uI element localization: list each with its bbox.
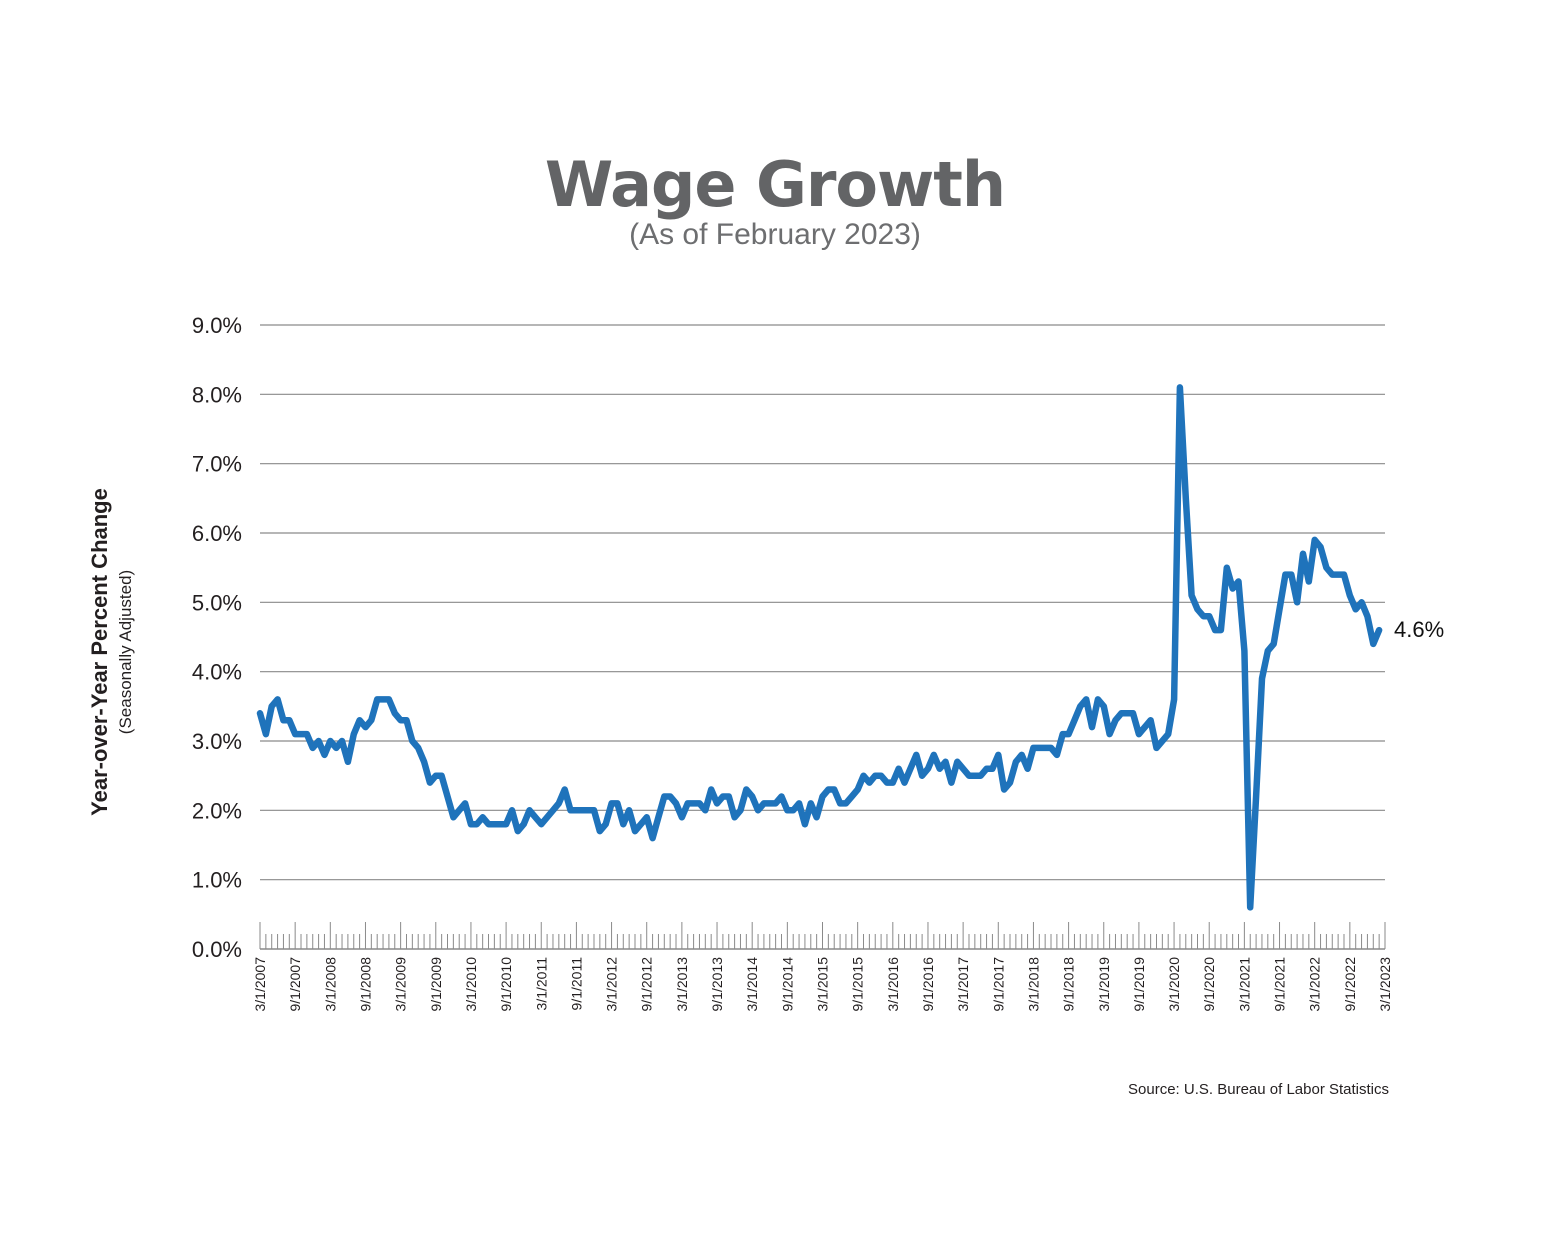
y-tick-label: 0.0% — [192, 937, 242, 962]
y-tick-label: 7.0% — [192, 452, 242, 477]
y-tick-label: 1.0% — [192, 868, 242, 893]
x-tick-label: 3/1/2009 — [393, 957, 409, 1012]
x-tick-label: 9/1/2010 — [498, 957, 514, 1012]
x-tick-label: 9/1/2013 — [709, 957, 725, 1012]
chart-title: Wage Growth — [544, 148, 1006, 221]
x-tick-label: 9/1/2021 — [1272, 957, 1288, 1012]
x-tick-label: 3/1/2022 — [1307, 957, 1323, 1012]
y-tick-label: 3.0% — [192, 729, 242, 754]
x-tick-label: 9/1/2020 — [1201, 957, 1217, 1012]
y-tick-label: 4.0% — [192, 660, 242, 685]
x-tick-label: 3/1/2012 — [604, 957, 620, 1012]
x-tick-label: 9/1/2009 — [428, 957, 444, 1012]
series-line — [256, 384, 1383, 911]
chart-subtitle: (As of February 2023) — [629, 218, 921, 251]
y-tick-label: 2.0% — [192, 798, 242, 823]
x-tick-label: 3/1/2020 — [1166, 957, 1182, 1012]
y-tick-label: 5.0% — [192, 590, 242, 615]
x-tick-label: 3/1/2017 — [955, 957, 971, 1012]
x-tick-label: 9/1/2017 — [990, 957, 1006, 1012]
x-tick-label: 9/1/2015 — [850, 957, 866, 1012]
y-tick-label: 9.0% — [192, 313, 242, 338]
source-note: Source: U.S. Bureau of Labor Statistics — [1128, 1081, 1389, 1098]
x-tick-label: 3/1/2023 — [1377, 957, 1393, 1012]
x-tick-label: 3/1/2007 — [252, 957, 268, 1012]
x-tick-label: 3/1/2008 — [322, 957, 338, 1012]
x-tick-label: 9/1/2007 — [287, 957, 303, 1012]
x-tick-label: 3/1/2014 — [744, 957, 760, 1012]
x-tick-label: 9/1/2014 — [779, 957, 795, 1012]
x-tick-label: 3/1/2016 — [885, 957, 901, 1012]
x-axis: 3/1/2007 9/1/2007 3/1/2008 9/1/2008 3/1/2009… — [252, 922, 1393, 1012]
x-tick-label: 3/1/2015 — [815, 957, 831, 1012]
x-tick-label: 9/1/2016 — [920, 957, 936, 1012]
last-value-label: 4.6% — [1394, 617, 1444, 642]
x-tick-label: 9/1/2019 — [1131, 957, 1147, 1012]
x-tick-label: 9/1/2022 — [1342, 957, 1358, 1012]
y-tick-label: 6.0% — [192, 521, 242, 546]
x-tick-label: 9/1/2008 — [357, 957, 373, 1012]
series-layer — [256, 384, 1383, 911]
x-tick-label: 3/1/2019 — [1096, 957, 1112, 1012]
y-tick-labels: 0.0% 1.0% 2.0% 3.0% 4.0% 5.0% 6.0% 7.0% 8.0% 9.0% — [192, 313, 242, 962]
x-tick-label: 9/1/2012 — [639, 957, 655, 1012]
x-tick-label: 9/1/2011 — [568, 957, 584, 1011]
x-tick-label: 3/1/2010 — [463, 957, 479, 1012]
x-tick-label: 3/1/2011 — [533, 957, 549, 1011]
y-tick-label: 8.0% — [192, 382, 242, 407]
x-tick-label: 9/1/2018 — [1061, 957, 1077, 1012]
x-tick-label: 3/1/2021 — [1236, 957, 1252, 1012]
x-tick-label: 3/1/2018 — [1025, 957, 1041, 1012]
x-tick-label: 3/1/2013 — [674, 957, 690, 1012]
